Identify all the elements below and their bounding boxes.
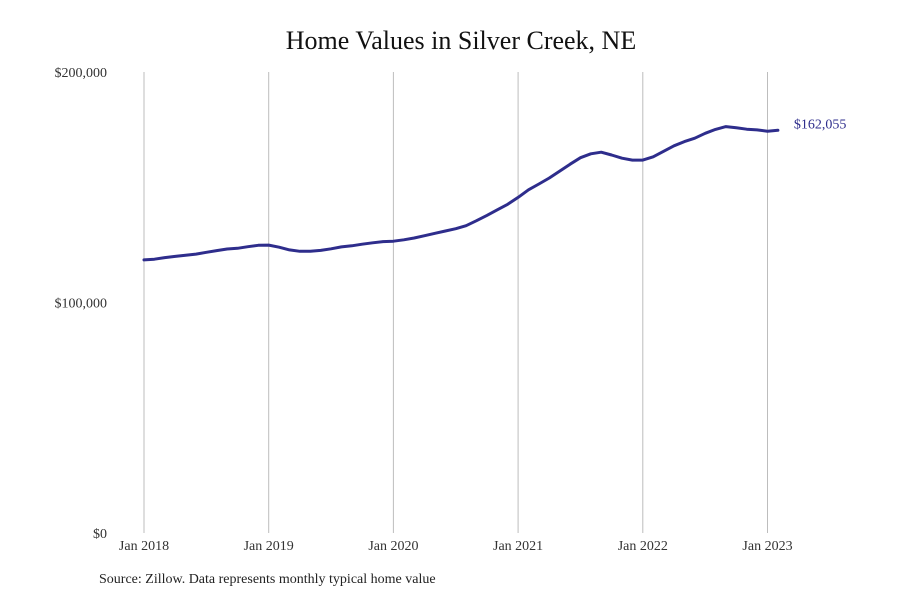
vertical-gridlines: [143, 72, 768, 533]
x-tick-label: Jan 2022: [618, 539, 668, 554]
end-value-label: $162,055: [794, 117, 847, 132]
home-value-line: [142, 125, 780, 262]
source-note: Source: Zillow. Data represents monthly …: [99, 572, 436, 587]
y-tick-label: $0: [93, 527, 107, 542]
x-tick-label: Jan 2021: [493, 539, 543, 554]
x-tick-label: Jan 2019: [244, 539, 294, 554]
series-layer: [142, 125, 780, 262]
x-tick-label: Jan 2020: [368, 539, 418, 554]
y-tick-label: $100,000: [55, 297, 108, 312]
chart-title: Home Values in Silver Creek, NE: [285, 26, 637, 55]
x-axis-tick-labels: Jan 2018 Jan 2019 Jan 2020 Jan 2021 Jan 2022…: [119, 539, 793, 554]
x-tick-label: Jan 2023: [742, 539, 792, 554]
y-tick-label: $200,000: [55, 66, 108, 81]
x-tick-label: Jan 2018: [119, 539, 169, 554]
data-label-layer: $162,055: [794, 117, 847, 132]
y-axis-tick-labels: $0 $100,000 $200,000: [55, 66, 108, 542]
